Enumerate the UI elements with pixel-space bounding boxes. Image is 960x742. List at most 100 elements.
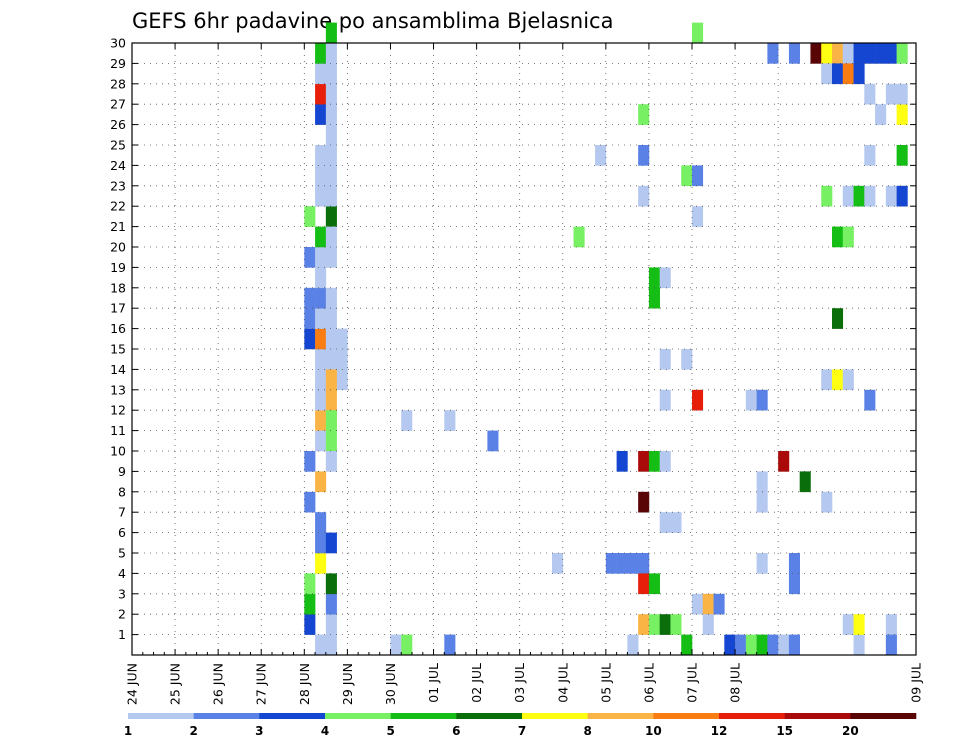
x-tick-label: 28 JUN <box>297 663 312 705</box>
colorbar-label: 7 <box>518 724 526 738</box>
y-tick-label: 10 <box>110 444 126 459</box>
y-tick-label: 8 <box>118 484 126 499</box>
heatmap-cell <box>885 185 897 207</box>
heatmap-cell <box>692 206 704 227</box>
heatmap-cell <box>325 247 337 268</box>
heatmap-cell <box>756 389 768 411</box>
heatmap-cell <box>885 634 897 656</box>
x-tick-label: 06 JUL <box>641 663 656 703</box>
heatmap-cell <box>315 43 327 64</box>
heatmap-cell <box>832 369 844 391</box>
heatmap-cell <box>638 553 650 574</box>
colorbar-label: 8 <box>583 724 591 738</box>
x-tick-label: 05 JUL <box>598 663 613 703</box>
grid-lines <box>132 43 916 655</box>
heatmap-cell <box>821 43 833 64</box>
heatmap-cell <box>315 145 327 166</box>
heatmap-cell <box>638 573 650 595</box>
y-tick-label: 2 <box>118 607 126 622</box>
heatmap-cell <box>681 634 693 656</box>
heatmap-cell <box>325 63 337 85</box>
heatmap-cell <box>325 308 337 329</box>
colorbar: 1 2 3 4 5 6 7 8 10 12 15 20 <box>124 713 917 738</box>
y-axis: 1234567891011121314151617181920212223242… <box>110 36 916 642</box>
heatmap-cell <box>638 185 650 207</box>
heatmap-cell <box>315 267 327 289</box>
y-tick-label: 6 <box>118 525 126 540</box>
heatmap-cell <box>304 247 316 268</box>
heatmap-cell <box>487 430 499 452</box>
heatmap-cell <box>702 593 714 615</box>
heatmap-cell <box>842 226 854 248</box>
heatmap-cell <box>325 369 337 391</box>
y-tick-label: 14 <box>110 362 126 377</box>
heatmap-cell <box>325 165 337 187</box>
heatmap-cell <box>605 553 617 574</box>
heatmap-cell <box>788 43 800 64</box>
heatmap-cell <box>756 634 768 656</box>
x-tick-label: 26 JUN <box>211 663 226 705</box>
heatmap-cell <box>659 267 671 289</box>
colorbar-label: 15 <box>776 724 793 738</box>
colorbar-segment <box>259 713 326 719</box>
colorbar-label: 2 <box>189 724 197 738</box>
x-axis: 24 JUN 25 JUN 26 JUN 27 JUN 28 JUN 29 JUN 30 J… <box>125 43 924 705</box>
heatmap-cell <box>659 349 671 370</box>
x-tick-label: 02 JUL <box>469 663 484 703</box>
heatmap-cell <box>745 389 757 411</box>
heatmap-cell <box>648 573 660 595</box>
heatmap-cell <box>821 369 833 391</box>
heatmap-cell <box>315 308 327 329</box>
heatmap-cell <box>832 43 844 64</box>
heatmap-cell <box>821 491 833 513</box>
heatmap-cell <box>842 185 854 207</box>
colorbar-label: 4 <box>321 724 329 738</box>
y-tick-label: 28 <box>110 76 126 91</box>
colorbar-label: 12 <box>711 724 728 738</box>
y-tick-label: 22 <box>110 199 126 214</box>
heatmap-cell <box>778 634 790 656</box>
x-tick-label: 09 JUL <box>909 663 924 703</box>
heatmap-cell <box>659 614 671 635</box>
y-tick-label: 7 <box>118 505 126 520</box>
heatmap-cell <box>692 389 704 411</box>
heatmap-cell <box>832 63 844 85</box>
heatmap-cell <box>444 410 456 431</box>
colorbar-label: 1 <box>124 724 132 738</box>
y-tick-label: 29 <box>110 56 126 71</box>
y-tick-label: 26 <box>110 117 126 132</box>
heatmap-cell <box>304 328 316 350</box>
x-tick-label: 03 JUL <box>512 663 527 703</box>
heatmap-cell <box>681 349 693 370</box>
heatmap-cell <box>885 43 897 64</box>
heatmap-cell <box>315 185 327 207</box>
colorbar-segment <box>325 713 391 719</box>
heatmap-cell <box>853 185 865 207</box>
x-tick-label: 08 JUL <box>728 663 743 703</box>
heatmap-cell <box>315 63 327 85</box>
heatmap-cell <box>767 634 779 656</box>
y-tick-label: 9 <box>118 464 126 479</box>
heatmap-cell <box>315 287 327 309</box>
y-tick-label: 16 <box>110 321 126 336</box>
x-tick-label: 25 JUN <box>168 663 183 705</box>
heatmap-cell <box>304 573 316 595</box>
heatmap-cell <box>724 634 736 656</box>
heatmap-cell <box>325 145 337 166</box>
heatmap-cell <box>627 553 639 574</box>
heatmap-cell <box>315 532 327 554</box>
y-tick-label: 15 <box>110 342 126 357</box>
heatmap-cell <box>896 185 908 207</box>
heatmap-cell <box>325 410 337 431</box>
heatmap-cell <box>315 328 327 350</box>
heatmap-cell <box>304 593 316 615</box>
heatmap-cell <box>670 512 682 533</box>
colorbar-label: 3 <box>255 724 263 738</box>
heatmap-cell <box>552 553 564 574</box>
heatmap-cell <box>853 634 865 656</box>
heatmap-cell <box>315 512 327 533</box>
heatmap-cell <box>692 22 704 44</box>
heatmap-cell <box>627 634 639 656</box>
y-tick-label: 5 <box>118 546 126 561</box>
